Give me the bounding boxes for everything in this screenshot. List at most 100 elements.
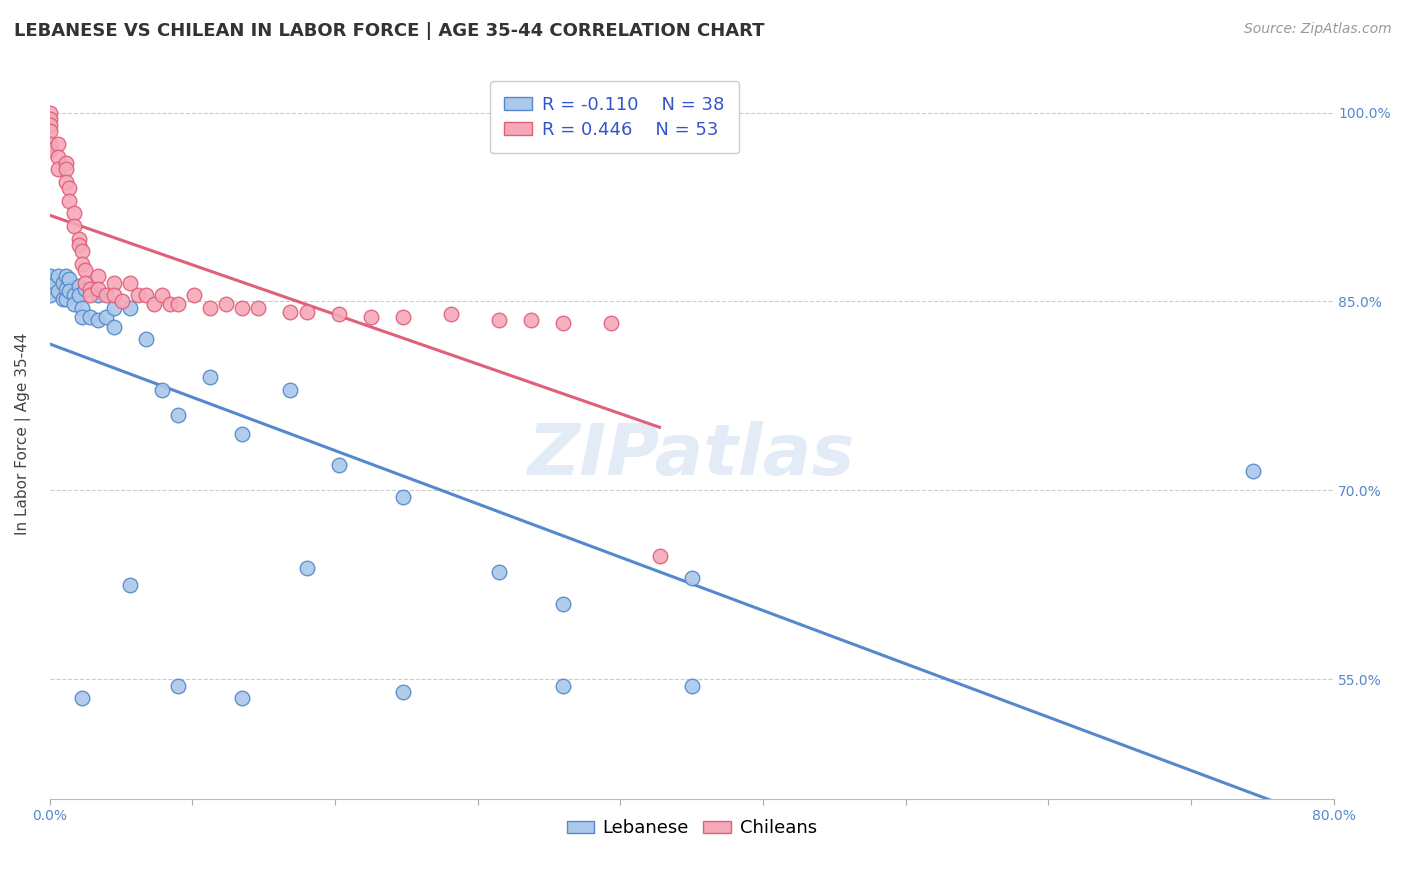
- Text: ZIPatlas: ZIPatlas: [527, 421, 855, 490]
- Point: [488, 565, 510, 579]
- Y-axis label: In Labor Force | Age 35-44: In Labor Force | Age 35-44: [15, 333, 31, 535]
- Point: [58, 194, 80, 208]
- Point: [553, 316, 575, 330]
- Point: [73, 282, 96, 296]
- Point: [67, 237, 90, 252]
- Point: [63, 288, 86, 302]
- Point: [553, 679, 575, 693]
- Point: [79, 288, 101, 302]
- Point: [135, 332, 157, 346]
- Point: [681, 572, 703, 586]
- Point: [295, 304, 318, 318]
- Point: [391, 310, 413, 324]
- Point: [52, 276, 75, 290]
- Point: [79, 282, 101, 296]
- Point: [87, 269, 110, 284]
- Point: [167, 679, 190, 693]
- Point: [38, 112, 60, 126]
- Point: [600, 316, 623, 330]
- Point: [488, 313, 510, 327]
- Point: [681, 679, 703, 693]
- Point: [70, 301, 93, 315]
- Point: [38, 137, 60, 152]
- Point: [46, 269, 69, 284]
- Point: [135, 288, 157, 302]
- Point: [520, 313, 543, 327]
- Point: [118, 276, 141, 290]
- Point: [46, 162, 69, 177]
- Point: [167, 297, 190, 311]
- Point: [38, 269, 60, 284]
- Point: [200, 370, 222, 384]
- Point: [360, 310, 382, 324]
- Point: [231, 691, 253, 706]
- Point: [46, 137, 69, 152]
- Point: [143, 297, 166, 311]
- Point: [63, 206, 86, 220]
- Point: [55, 269, 77, 284]
- Point: [55, 175, 77, 189]
- Point: [94, 288, 117, 302]
- Point: [38, 279, 60, 293]
- Point: [553, 597, 575, 611]
- Point: [103, 301, 125, 315]
- Point: [38, 124, 60, 138]
- Point: [46, 285, 69, 299]
- Point: [103, 276, 125, 290]
- Point: [70, 310, 93, 324]
- Point: [231, 301, 253, 315]
- Point: [38, 118, 60, 132]
- Point: [103, 319, 125, 334]
- Point: [87, 282, 110, 296]
- Point: [73, 276, 96, 290]
- Point: [280, 304, 302, 318]
- Point: [63, 297, 86, 311]
- Point: [247, 301, 270, 315]
- Text: Source: ZipAtlas.com: Source: ZipAtlas.com: [1244, 22, 1392, 37]
- Text: LEBANESE VS CHILEAN IN LABOR FORCE | AGE 35-44 CORRELATION CHART: LEBANESE VS CHILEAN IN LABOR FORCE | AGE…: [14, 22, 765, 40]
- Point: [79, 310, 101, 324]
- Point: [150, 383, 173, 397]
- Point: [87, 288, 110, 302]
- Point: [118, 578, 141, 592]
- Point: [295, 561, 318, 575]
- Point: [167, 408, 190, 422]
- Point: [215, 297, 238, 311]
- Point: [38, 144, 60, 158]
- Point: [58, 285, 80, 299]
- Point: [55, 162, 77, 177]
- Point: [150, 288, 173, 302]
- Point: [73, 263, 96, 277]
- Point: [55, 156, 77, 170]
- Point: [58, 272, 80, 286]
- Point: [648, 549, 671, 563]
- Point: [391, 685, 413, 699]
- Point: [70, 691, 93, 706]
- Point: [52, 292, 75, 306]
- Point: [440, 307, 463, 321]
- Point: [127, 288, 149, 302]
- Point: [231, 426, 253, 441]
- Point: [111, 294, 134, 309]
- Point: [391, 490, 413, 504]
- Point: [55, 282, 77, 296]
- Point: [63, 219, 86, 233]
- Point: [70, 244, 93, 259]
- Point: [200, 301, 222, 315]
- Point: [58, 181, 80, 195]
- Point: [67, 288, 90, 302]
- Point: [67, 231, 90, 245]
- Point: [94, 310, 117, 324]
- Point: [118, 301, 141, 315]
- Point: [55, 292, 77, 306]
- Point: [46, 150, 69, 164]
- Legend: Lebanese, Chileans: Lebanese, Chileans: [560, 812, 824, 845]
- Point: [159, 297, 181, 311]
- Point: [38, 288, 60, 302]
- Point: [328, 458, 350, 472]
- Point: [87, 313, 110, 327]
- Point: [70, 257, 93, 271]
- Point: [38, 105, 60, 120]
- Point: [103, 288, 125, 302]
- Point: [67, 279, 90, 293]
